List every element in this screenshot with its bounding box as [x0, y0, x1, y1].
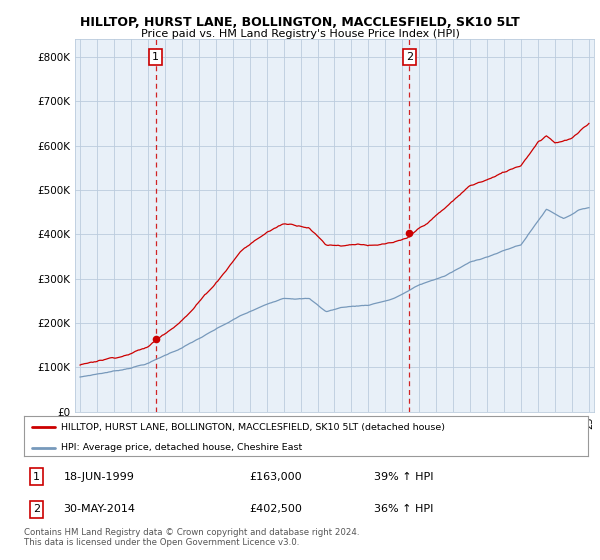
Text: 2: 2 — [406, 52, 413, 62]
Text: HPI: Average price, detached house, Cheshire East: HPI: Average price, detached house, Ches… — [61, 443, 302, 452]
Text: 18-JUN-1999: 18-JUN-1999 — [64, 472, 134, 482]
Text: HILLTOP, HURST LANE, BOLLINGTON, MACCLESFIELD, SK10 5LT (detached house): HILLTOP, HURST LANE, BOLLINGTON, MACCLES… — [61, 423, 445, 432]
Text: HILLTOP, HURST LANE, BOLLINGTON, MACCLESFIELD, SK10 5LT: HILLTOP, HURST LANE, BOLLINGTON, MACCLES… — [80, 16, 520, 29]
Text: 36% ↑ HPI: 36% ↑ HPI — [374, 505, 433, 515]
Text: 30-MAY-2014: 30-MAY-2014 — [64, 505, 136, 515]
Text: 1: 1 — [33, 472, 40, 482]
Text: 2: 2 — [33, 505, 40, 515]
Text: 39% ↑ HPI: 39% ↑ HPI — [374, 472, 433, 482]
Text: Price paid vs. HM Land Registry's House Price Index (HPI): Price paid vs. HM Land Registry's House … — [140, 29, 460, 39]
Text: £163,000: £163,000 — [250, 472, 302, 482]
Text: 1: 1 — [152, 52, 159, 62]
Text: Contains HM Land Registry data © Crown copyright and database right 2024.
This d: Contains HM Land Registry data © Crown c… — [24, 528, 359, 547]
Text: £402,500: £402,500 — [250, 505, 302, 515]
